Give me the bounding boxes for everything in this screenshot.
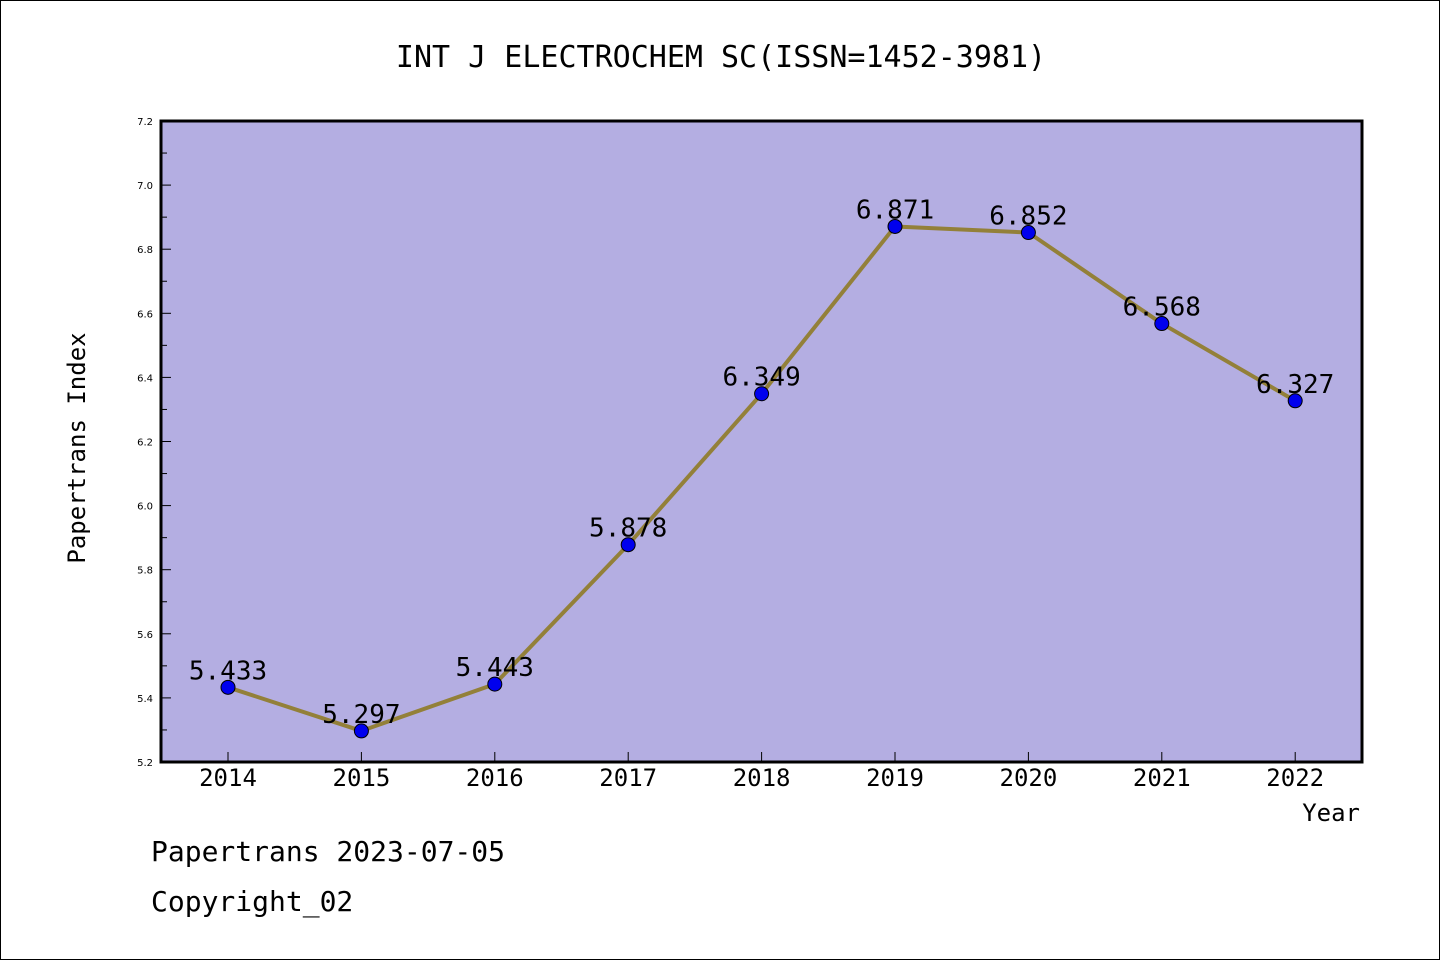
y-tick-label: 5.8 xyxy=(137,566,153,577)
series-line-group xyxy=(220,218,1303,739)
data-point xyxy=(620,537,636,553)
data-point xyxy=(220,679,236,695)
data-point xyxy=(1020,225,1036,241)
footer-copyright: Copyright_02 xyxy=(151,885,354,918)
y-axis: 5.2 5.4 5.6 5.8 6.0 6.2 6.4 6.6 6.8 7.0 7.2 xyxy=(137,117,171,769)
data-point xyxy=(487,676,503,692)
data-labels: 5.433 5.297 5.443 5.878 6.349 6.871 6.852 6.568… xyxy=(189,195,1334,729)
y-tick-label: 7.0 xyxy=(137,181,153,192)
y-tick-label: 5.2 xyxy=(137,758,153,769)
data-point xyxy=(754,386,770,402)
x-axis-label: Year xyxy=(1302,799,1360,827)
x-tick-label: 2014 xyxy=(199,764,257,792)
y-tick-label: 5.4 xyxy=(137,694,153,705)
y-tick-label: 6.4 xyxy=(137,373,153,384)
plot-area xyxy=(161,121,1362,762)
data-label: 5.878 xyxy=(589,514,667,544)
data-label: 6.327 xyxy=(1256,370,1334,400)
data-label: 6.349 xyxy=(722,363,800,393)
data-point xyxy=(1154,316,1170,332)
x-tick-label: 2015 xyxy=(333,764,391,792)
x-tick-label: 2019 xyxy=(866,764,924,792)
x-tick-label: 2020 xyxy=(1000,764,1058,792)
x-tick-label: 2021 xyxy=(1133,764,1191,792)
data-point xyxy=(887,218,903,234)
data-label: 6.871 xyxy=(856,195,934,225)
x-tick-label: 2022 xyxy=(1266,764,1324,792)
x-tick-label: 2017 xyxy=(599,764,657,792)
data-label: 5.297 xyxy=(322,700,400,730)
y-tick-label: 6.2 xyxy=(137,438,153,449)
y-axis-label: Papertrans Index xyxy=(63,332,91,563)
data-label: 5.433 xyxy=(189,656,267,686)
data-label: 6.852 xyxy=(989,202,1067,232)
data-point xyxy=(1287,393,1303,409)
data-label: 5.443 xyxy=(456,653,534,683)
y-tick-label: 6.6 xyxy=(137,309,153,320)
footer-date: Papertrans 2023-07-05 xyxy=(151,835,506,868)
x-axis: 2014 2015 2016 2017 2018 2019 2020 2021 2022 xyxy=(199,752,1324,792)
x-tick-label: 2018 xyxy=(733,764,791,792)
plot-border xyxy=(159,119,1364,764)
data-label: 6.568 xyxy=(1123,293,1201,323)
data-point xyxy=(353,723,369,739)
y-tick-label: 5.6 xyxy=(137,630,153,641)
x-tick-label: 2016 xyxy=(466,764,524,792)
y-tick-label: 7.2 xyxy=(137,117,153,128)
y-tick-label: 6.8 xyxy=(137,245,153,256)
chart-title: INT J ELECTROCHEM SC(ISSN=1452-3981) xyxy=(396,40,1046,75)
y-tick-label: 6.0 xyxy=(137,502,153,513)
